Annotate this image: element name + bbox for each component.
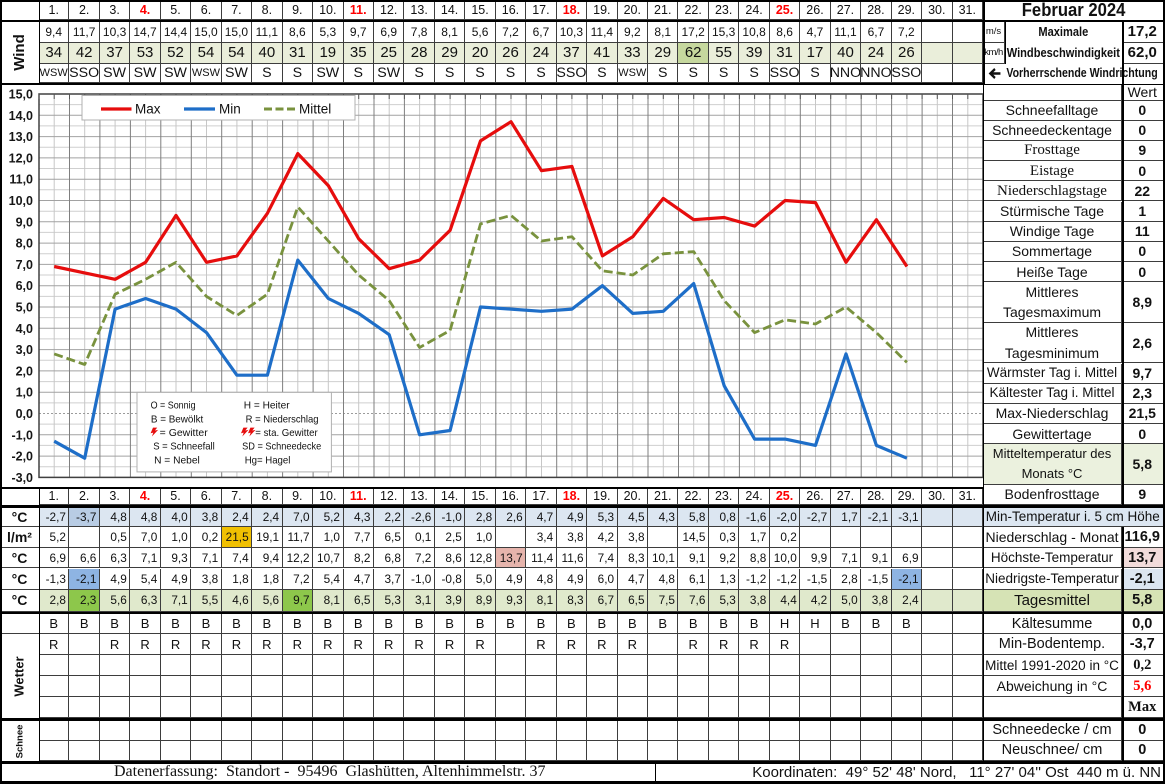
svg-text:2,0: 2,0 [16,364,33,378]
svg-text:8,0: 8,0 [16,237,33,251]
svg-text:S = Schneefall: S = Schneefall [153,442,215,453]
svg-text:Min: Min [219,102,241,117]
svg-text:15,0: 15,0 [9,88,33,102]
svg-text:SD = Schneedecke: SD = Schneedecke [242,442,321,453]
svg-text:6,0: 6,0 [16,279,33,293]
svg-text:3,0: 3,0 [16,343,33,357]
svg-text:9,0: 9,0 [16,215,33,229]
svg-text:10,0: 10,0 [9,194,33,208]
svg-text:-1,0: -1,0 [11,428,33,442]
svg-text:-3,0: -3,0 [11,471,33,485]
svg-text:11,0: 11,0 [9,173,33,187]
svg-text:13,0: 13,0 [9,130,33,144]
svg-text:N = Nebel: N = Nebel [154,455,200,466]
svg-text:1,0: 1,0 [16,386,33,400]
svg-text:12,0: 12,0 [9,151,33,165]
svg-text:4,0: 4,0 [16,322,33,336]
svg-text:= sta. Gewitter: = sta. Gewitter [255,428,318,439]
svg-text:-2,0: -2,0 [11,450,33,464]
svg-text:Hg= Hagel: Hg= Hagel [245,455,291,466]
svg-text:H = Heiter: H = Heiter [244,401,290,412]
svg-text:= Gewitter: = Gewitter [160,428,209,439]
svg-text:14,0: 14,0 [9,109,33,123]
svg-text:R = Niederschlag: R = Niederschlag [246,414,319,425]
svg-text:5,0: 5,0 [16,301,33,315]
svg-text:B = Bewölkt: B = Bewölkt [151,414,204,425]
svg-text:Max: Max [135,102,161,117]
svg-text:0,0: 0,0 [16,407,33,421]
svg-text:Mittel: Mittel [299,102,331,117]
svg-text:O = Sonnig: O = Sonnig [151,401,196,412]
svg-text:7,0: 7,0 [16,258,33,272]
